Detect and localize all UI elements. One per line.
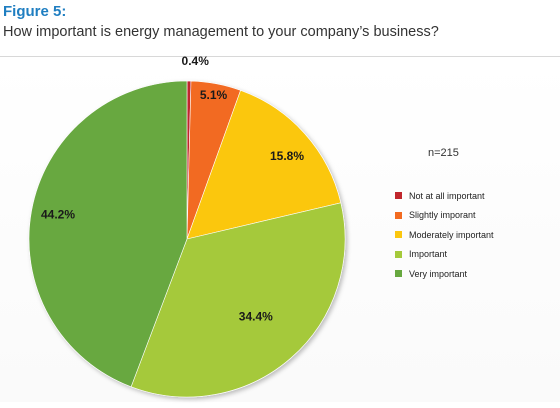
legend-item-moderately-important: Moderately important (395, 225, 494, 245)
legend-item-important: Important (395, 245, 494, 265)
legend: Not at all important Slightly imporant M… (395, 186, 494, 284)
slice-value-label: 34.4% (239, 310, 273, 324)
legend-label: Very important (409, 268, 468, 279)
legend-label: Moderately important (409, 229, 494, 240)
legend-label: Important (409, 249, 448, 260)
legend-item-not-at-all-important: Not at all important (395, 186, 494, 206)
chart-title: How important is energy management to yo… (3, 24, 439, 40)
pie-slice (186, 89, 342, 240)
legend-label: Not at all important (409, 190, 485, 201)
slice-value-label: 44.2% (41, 208, 75, 222)
slice-value-label: 15.8% (270, 149, 304, 163)
legend-swatch (395, 192, 402, 200)
divider (0, 56, 560, 57)
legend-swatch (395, 211, 402, 219)
legend-swatch (395, 250, 402, 258)
slice-value-label: 5.1% (200, 88, 228, 102)
figure-label: Figure 5: (3, 3, 67, 20)
legend-swatch (395, 231, 402, 239)
legend-swatch (395, 270, 402, 278)
pie-slice (130, 202, 346, 398)
legend-item-slightly-important: Slightly imporant (395, 206, 494, 226)
slice-value-label: 0.4% (182, 54, 210, 68)
pie-slice (28, 80, 188, 388)
sample-size-note: n=215 (428, 147, 459, 159)
legend-label: Slightly imporant (409, 210, 476, 221)
legend-item-very-important: Very important (395, 264, 494, 284)
